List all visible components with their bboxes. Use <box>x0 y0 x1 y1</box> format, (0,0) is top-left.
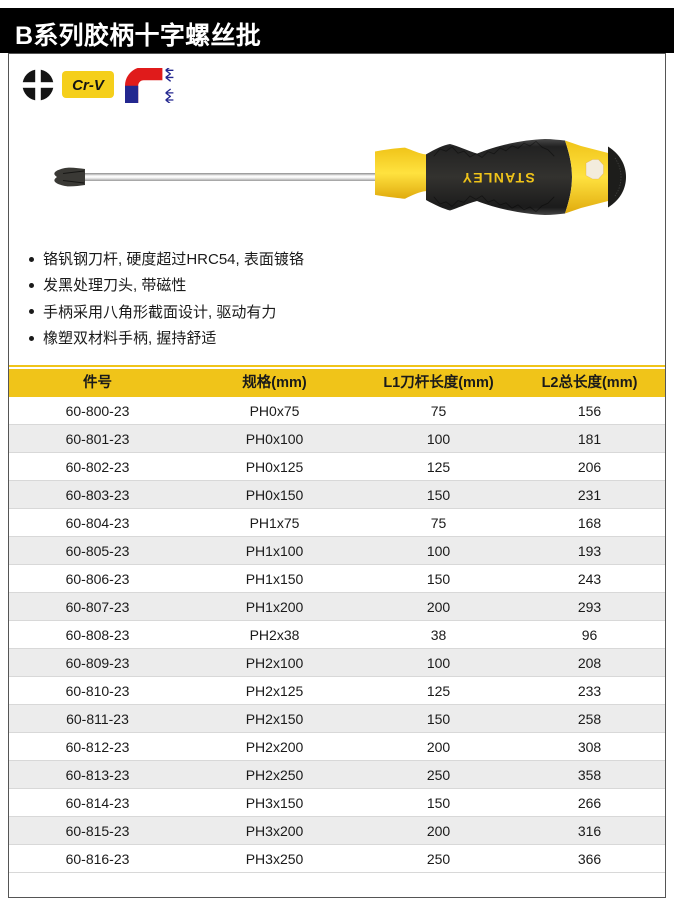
svg-text:STANLEY: STANLEY <box>461 170 534 186</box>
svg-text:Cr-V: Cr-V <box>72 77 106 94</box>
